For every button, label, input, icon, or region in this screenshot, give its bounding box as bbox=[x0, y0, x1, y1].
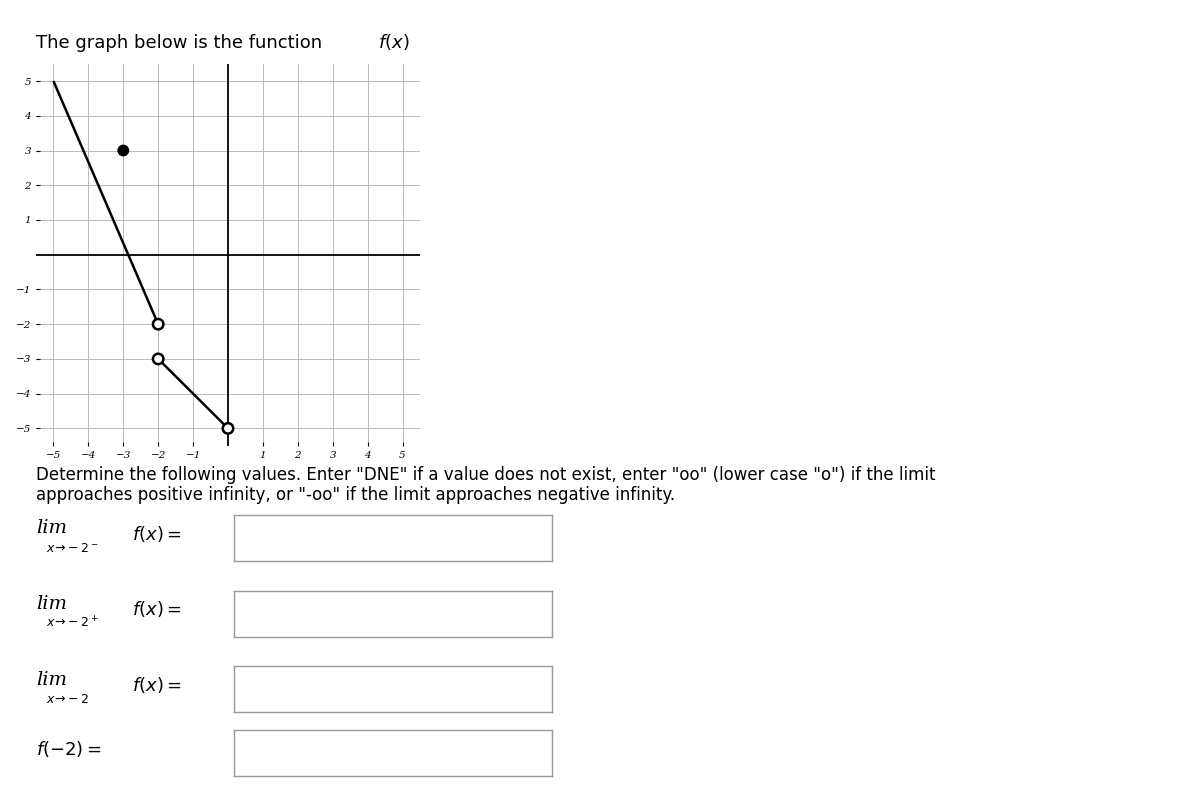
Text: lim: lim bbox=[36, 670, 67, 689]
Text: $f(x) =$: $f(x) =$ bbox=[132, 524, 181, 544]
Text: $f(x) =$: $f(x) =$ bbox=[132, 599, 181, 619]
Text: The graph below is the function: The graph below is the function bbox=[36, 33, 328, 52]
Text: $f(x)$: $f(x)$ bbox=[378, 32, 409, 52]
Circle shape bbox=[152, 319, 163, 330]
Text: $x\!\rightarrow\!-2^+$: $x\!\rightarrow\!-2^+$ bbox=[46, 615, 98, 630]
Circle shape bbox=[152, 353, 163, 364]
Text: lim: lim bbox=[36, 519, 67, 537]
Circle shape bbox=[223, 423, 233, 434]
Text: Determine the following values. Enter "DNE" if a value does not exist, enter "oo: Determine the following values. Enter "D… bbox=[36, 466, 936, 505]
Text: $f(-2) =$: $f(-2) =$ bbox=[36, 739, 102, 759]
Circle shape bbox=[118, 146, 128, 156]
Text: $x\!\rightarrow\!-2^-$: $x\!\rightarrow\!-2^-$ bbox=[46, 542, 98, 555]
Text: $f(x) =$: $f(x) =$ bbox=[132, 675, 181, 695]
Text: lim: lim bbox=[36, 595, 67, 613]
Text: $x\!\rightarrow\!-2$: $x\!\rightarrow\!-2$ bbox=[46, 693, 89, 706]
